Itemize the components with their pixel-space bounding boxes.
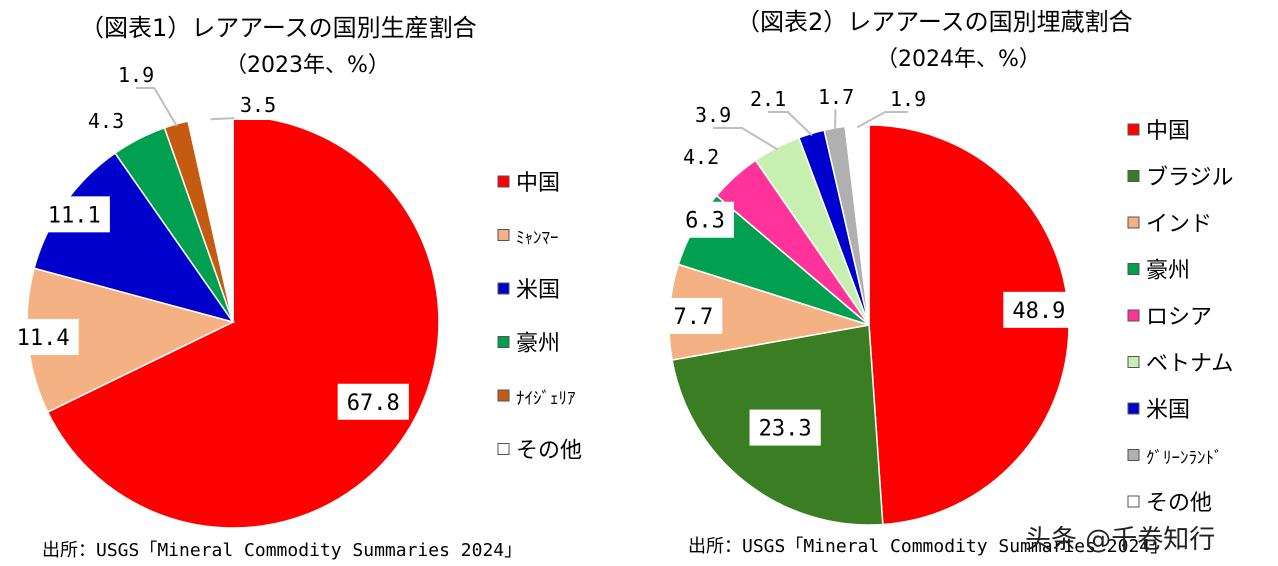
- chart-1-slice-0: [46, 115, 440, 529]
- chart-2-value-label-3: 6.3: [685, 209, 725, 234]
- chart-2-value-label-4: 4.2: [683, 145, 719, 169]
- chart-1-leader-4: [136, 87, 178, 127]
- chart-2-value-labels: 48.9 23.3 7.7 6.3 4.2 3.9 2.1 1.7 1.9: [664, 85, 1075, 446]
- chart-2-value-label-7: 1.7: [818, 85, 854, 109]
- chart-1-slice-5: [187, 115, 234, 323]
- chart-1-legend-swatch-4: [497, 389, 510, 402]
- chart-2-legend-swatch-7: [1127, 449, 1140, 461]
- chart-1-value-labels: 67.8 11.4 11.1 4.3 1.9 3.5: [7, 63, 409, 420]
- chart-2-legend-label-6: 米国: [1146, 398, 1190, 423]
- chart-1-legend-label-1: ﾐｬﾝﾏｰ: [516, 229, 559, 249]
- chart-1-value-label-1: 11.4: [17, 326, 70, 351]
- chart-1-legend-label-2: 米国: [516, 278, 560, 303]
- chart-1-subtitle: （2023年、%）: [225, 53, 390, 78]
- chart-2: （図表2）レアアースの国別埋蔵割合 （2024年、%） 48.9 23.3 7.7 6…: [664, 8, 1234, 557]
- chart-1-value-label-5: 3.5: [240, 93, 276, 117]
- chart-2-legend-swatch-3: [1127, 263, 1140, 275]
- chart-1-value-label-2: 11.1: [48, 203, 101, 228]
- chart-2-value-label-6: 2.1: [750, 87, 786, 111]
- chart-2-legend-label-8: その他: [1146, 491, 1212, 516]
- chart-2-leader-6: [768, 111, 813, 137]
- chart-1-legend-swatch-5: [497, 443, 510, 455]
- chart-1-legend-swatch-2: [497, 282, 510, 295]
- chart-1: （図表1）レアアースの国別生産割合 （2023年、%） 67.8 11.4 11.1…: [7, 14, 582, 561]
- chart-1-slices: [26, 115, 440, 529]
- chart-2-legend-label-4: ロシア: [1146, 305, 1212, 330]
- chart-2-subtitle: （2024年、%）: [876, 47, 1041, 72]
- chart-2-leader-lines: [713, 109, 908, 151]
- chart-2-legend-swatch-4: [1127, 309, 1140, 322]
- chart-2-legend-label-0: 中国: [1146, 119, 1190, 144]
- chart-2-value-label-8: 1.9: [890, 87, 926, 111]
- chart-2-legend-swatch-5: [1127, 356, 1140, 368]
- chart-2-legend-swatch-2: [1127, 216, 1140, 229]
- chart-1-legend-swatch-3: [497, 336, 510, 348]
- chart-2-value-label-0: 48.9: [1012, 299, 1065, 324]
- chart-2-value-label-5: 3.9: [695, 103, 731, 127]
- chart-1-legend-label-0: 中国: [516, 171, 560, 196]
- chart-2-legend-label-2: インド: [1146, 212, 1212, 237]
- chart-2-legend-swatch-8: [1127, 495, 1140, 508]
- chart-2-value-label-1: 23.3: [759, 417, 812, 442]
- chart-2-value-box-2: [664, 297, 723, 334]
- chart-2-legend-label-5: ベトナム: [1146, 352, 1233, 377]
- chart-1-value-label-4: 1.9: [118, 63, 154, 87]
- chart-1-value-label-3: 4.3: [88, 109, 124, 133]
- chart-2-legend-swatch-1: [1127, 170, 1140, 182]
- chart-2-legend-swatch-0: [1127, 123, 1140, 136]
- chart-2-leader-7: [834, 109, 837, 130]
- chart-2-legend-label-3: 豪州: [1146, 259, 1190, 284]
- chart-2-slice-8: [844, 124, 870, 326]
- chart-2-source: 出所：USGS「Mineral Commodity Summaries 2024…: [688, 536, 1168, 557]
- chart-2-leader-8: [856, 111, 908, 129]
- chart-1-value-box-1: [7, 318, 79, 355]
- chart-1-legend-swatch-0: [497, 175, 510, 188]
- chart-1-title: （図表1）レアアースの国別生産割合: [80, 14, 477, 42]
- chart-2-title: （図表2）レアアースの国別埋蔵割合: [736, 8, 1133, 36]
- chart-1-value-label-0: 67.8: [347, 391, 400, 416]
- chart-2-legend-label-1: ブラジル: [1146, 166, 1234, 191]
- chart-1-legend-label-3: 豪州: [516, 332, 560, 357]
- chart-1-value-box-5: [234, 92, 284, 120]
- chart-1-legend-label-4: ﾅｲｼﾞｪﾘｱ: [516, 389, 576, 409]
- watermark: 头条 @千卷知行: [1025, 525, 1215, 555]
- chart-2-value-box-1: [749, 409, 821, 446]
- chart-1-value-box-2: [38, 196, 110, 233]
- chart-2-leader-5: [713, 127, 779, 151]
- chart-1-value-box-0: [337, 383, 409, 420]
- chart-2-legend-swatch-6: [1127, 402, 1140, 415]
- chart-1-source: 出所：USGS「Mineral Commodity Summaries 2024…: [42, 540, 522, 561]
- chart-2-value-box-0: [1003, 291, 1075, 328]
- chart-2-value-box-3: [676, 201, 734, 238]
- chart-1-legend-label-5: その他: [516, 439, 582, 464]
- chart-2-legend-label-7: ｸﾞﾘｰﾝﾗﾝﾄﾞ: [1146, 449, 1223, 469]
- chart-2-value-label-2: 7.7: [673, 305, 713, 330]
- chart-1-legend-swatch-1: [497, 229, 510, 241]
